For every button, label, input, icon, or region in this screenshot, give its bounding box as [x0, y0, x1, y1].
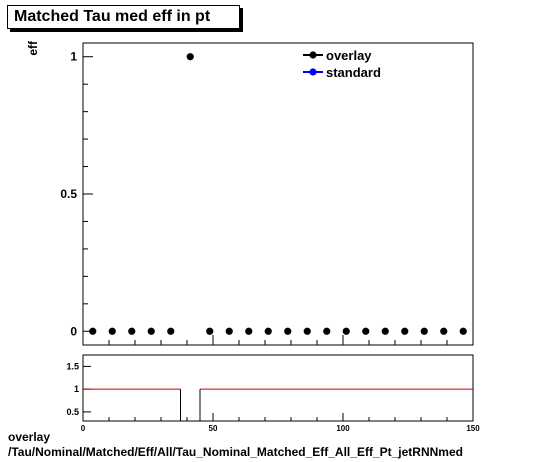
data-point	[167, 327, 175, 335]
y-tick-label: 1	[70, 50, 77, 64]
chart-title: Matched Tau med eff in pt	[14, 8, 211, 25]
data-point	[401, 327, 409, 335]
data-point	[459, 327, 467, 335]
footer-label: overlay	[8, 430, 51, 444]
data-point	[147, 327, 155, 335]
data-point	[323, 327, 331, 335]
data-point	[342, 327, 350, 335]
legend-label: overlay	[326, 48, 372, 63]
data-point	[206, 327, 214, 335]
data-point	[89, 327, 97, 335]
data-point	[128, 327, 136, 335]
y-tick-label: 0	[70, 324, 77, 338]
legend-marker	[309, 68, 317, 76]
ratio-x-tick-label: 100	[336, 424, 350, 433]
ratio-x-tick-label: 150	[466, 424, 480, 433]
ratio-y-tick-label: 0.5	[66, 407, 79, 417]
ratio-y-tick-label: 1	[74, 384, 79, 394]
ratio-plot-frame	[82, 354, 474, 422]
ratio-x-tick-label: 0	[81, 424, 86, 433]
legend-marker	[309, 51, 317, 59]
data-point	[303, 327, 311, 335]
y-axis-label: eff	[26, 40, 40, 56]
data-point	[186, 53, 194, 61]
main-plot-frame	[82, 42, 474, 346]
ratio-x-tick-label: 50	[209, 424, 218, 433]
footer-path: /Tau/Nominal/Matched/Eff/All/Tau_Nominal…	[8, 445, 463, 459]
data-point	[284, 327, 292, 335]
data-point	[381, 327, 389, 335]
data-point	[245, 327, 253, 335]
ratio-y-tick-label: 1.5	[66, 361, 79, 371]
legend-label: standard	[326, 65, 381, 80]
data-point	[108, 327, 116, 335]
ratio-plot-panel: 0.5 1 1.5 0 50 100 150	[66, 354, 480, 433]
data-point	[264, 327, 272, 335]
data-point	[440, 327, 448, 335]
chart-title-box: Matched Tau med eff in pt	[7, 5, 240, 29]
y-tick-label: 0.5	[60, 187, 77, 201]
data-point	[420, 327, 428, 335]
data-point	[362, 327, 370, 335]
data-point	[225, 327, 233, 335]
main-plot-panel: 0 0.5 1 eff overlay standard	[26, 40, 474, 346]
